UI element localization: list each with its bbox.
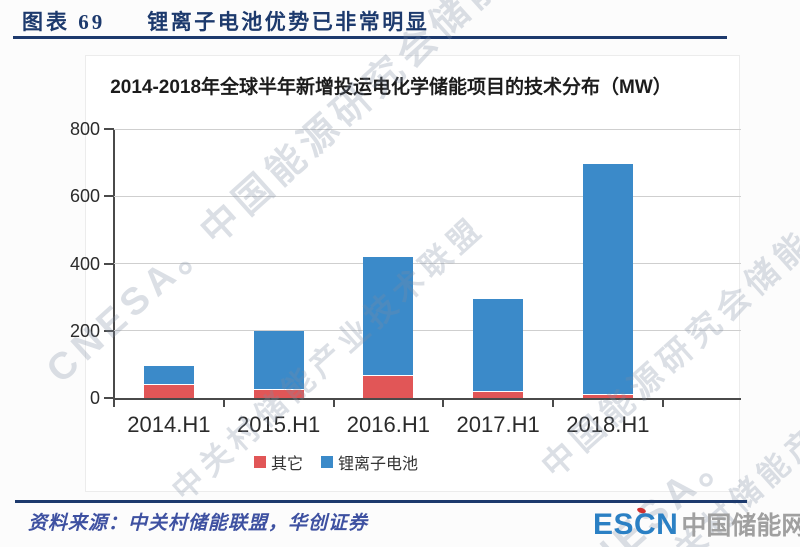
x-axis-tick <box>442 400 445 407</box>
figure-title: 锂离子电池优势已非常明显 <box>147 10 430 34</box>
chart-legend: 其它 锂离子电池 <box>86 450 586 474</box>
footer-rule <box>15 500 747 503</box>
figure-header: 图表 69 锂离子电池优势已非常明显 <box>22 6 429 36</box>
y-tick-400 <box>104 262 114 265</box>
gridline-400 <box>114 263 741 264</box>
gridline-200 <box>114 330 741 332</box>
x-axis-tick <box>113 400 115 407</box>
legend-item-锂离子电池: 锂离子电池 <box>321 450 418 474</box>
x-axis-tick <box>332 400 335 407</box>
escn-logo-cn: 中国储能网 <box>681 512 800 540</box>
escn-logo: ESCN 中国储能网 <box>593 506 800 542</box>
y-axis-line <box>113 129 115 401</box>
x-axis-tick <box>222 400 225 407</box>
legend-swatch <box>253 456 266 468</box>
figure-label: 图表 69 <box>22 10 106 34</box>
y-tick-600 <box>104 195 114 198</box>
y-axis-label: 0 <box>89 388 100 408</box>
legend-label: 锂离子电池 <box>338 456 419 473</box>
bar-segment-其它-2017.H1 <box>473 391 524 398</box>
legend-item-其它: 其它 <box>253 450 303 474</box>
bar-segment-其它-2014.H1 <box>143 384 194 398</box>
bar-segment-其它-2015.H1 <box>253 389 304 398</box>
legend-label: 其它 <box>270 456 303 473</box>
y-axis-label: 600 <box>69 186 100 207</box>
x-axis-line <box>114 398 741 400</box>
y-tick-0 <box>104 397 114 399</box>
bar-segment-其它-2018.H1 <box>582 395 633 398</box>
x-axis-tick <box>661 400 664 407</box>
bar-segment-锂离子电池-2014.H1 <box>143 366 194 384</box>
y-axis-label: 800 <box>69 119 100 139</box>
legend-swatch <box>321 456 333 468</box>
y-tick-800 <box>104 128 114 130</box>
x-axis-label: 2016.H1 <box>346 412 430 437</box>
y-axis-label: 200 <box>69 320 100 341</box>
source-text: 资料来源：中关村储能联盟，华创证券 <box>28 513 369 534</box>
gridline-800 <box>114 128 741 130</box>
bar-segment-锂离子电池-2017.H1 <box>473 298 524 391</box>
header-rule <box>13 36 727 39</box>
x-axis-label: 2018.H1 <box>566 412 650 437</box>
escn-logo-en: ESCN <box>593 508 679 541</box>
x-axis-label: 2014.H1 <box>127 412 211 437</box>
chart-title: 2014-2018年全球半年新增投运电化学储能项目的技术分布（MW） <box>110 77 672 98</box>
escn-logo-text: ESCN <box>593 506 679 542</box>
x-axis-label: 2015.H1 <box>237 412 321 437</box>
bar-segment-锂离子电池-2016.H1 <box>363 256 414 376</box>
x-axis-tick <box>552 400 554 407</box>
gridline-600 <box>114 195 741 197</box>
plot-area: 0 200 400 600 800 2014.H1 2015.H1 2016.H1 2017.H… <box>70 119 741 437</box>
y-tick-200 <box>104 329 114 332</box>
x-axis-label: 2017.H1 <box>456 412 540 437</box>
y-axis-label: 400 <box>69 253 100 274</box>
bar-segment-锂离子电池-2018.H1 <box>582 164 633 395</box>
chart-panel: 2014-2018年全球半年新增投运电化学储能项目的技术分布（MW） 0 200 4… <box>70 55 741 492</box>
bar-segment-其它-2016.H1 <box>363 376 414 398</box>
bar-segment-锂离子电池-2015.H1 <box>253 330 304 389</box>
